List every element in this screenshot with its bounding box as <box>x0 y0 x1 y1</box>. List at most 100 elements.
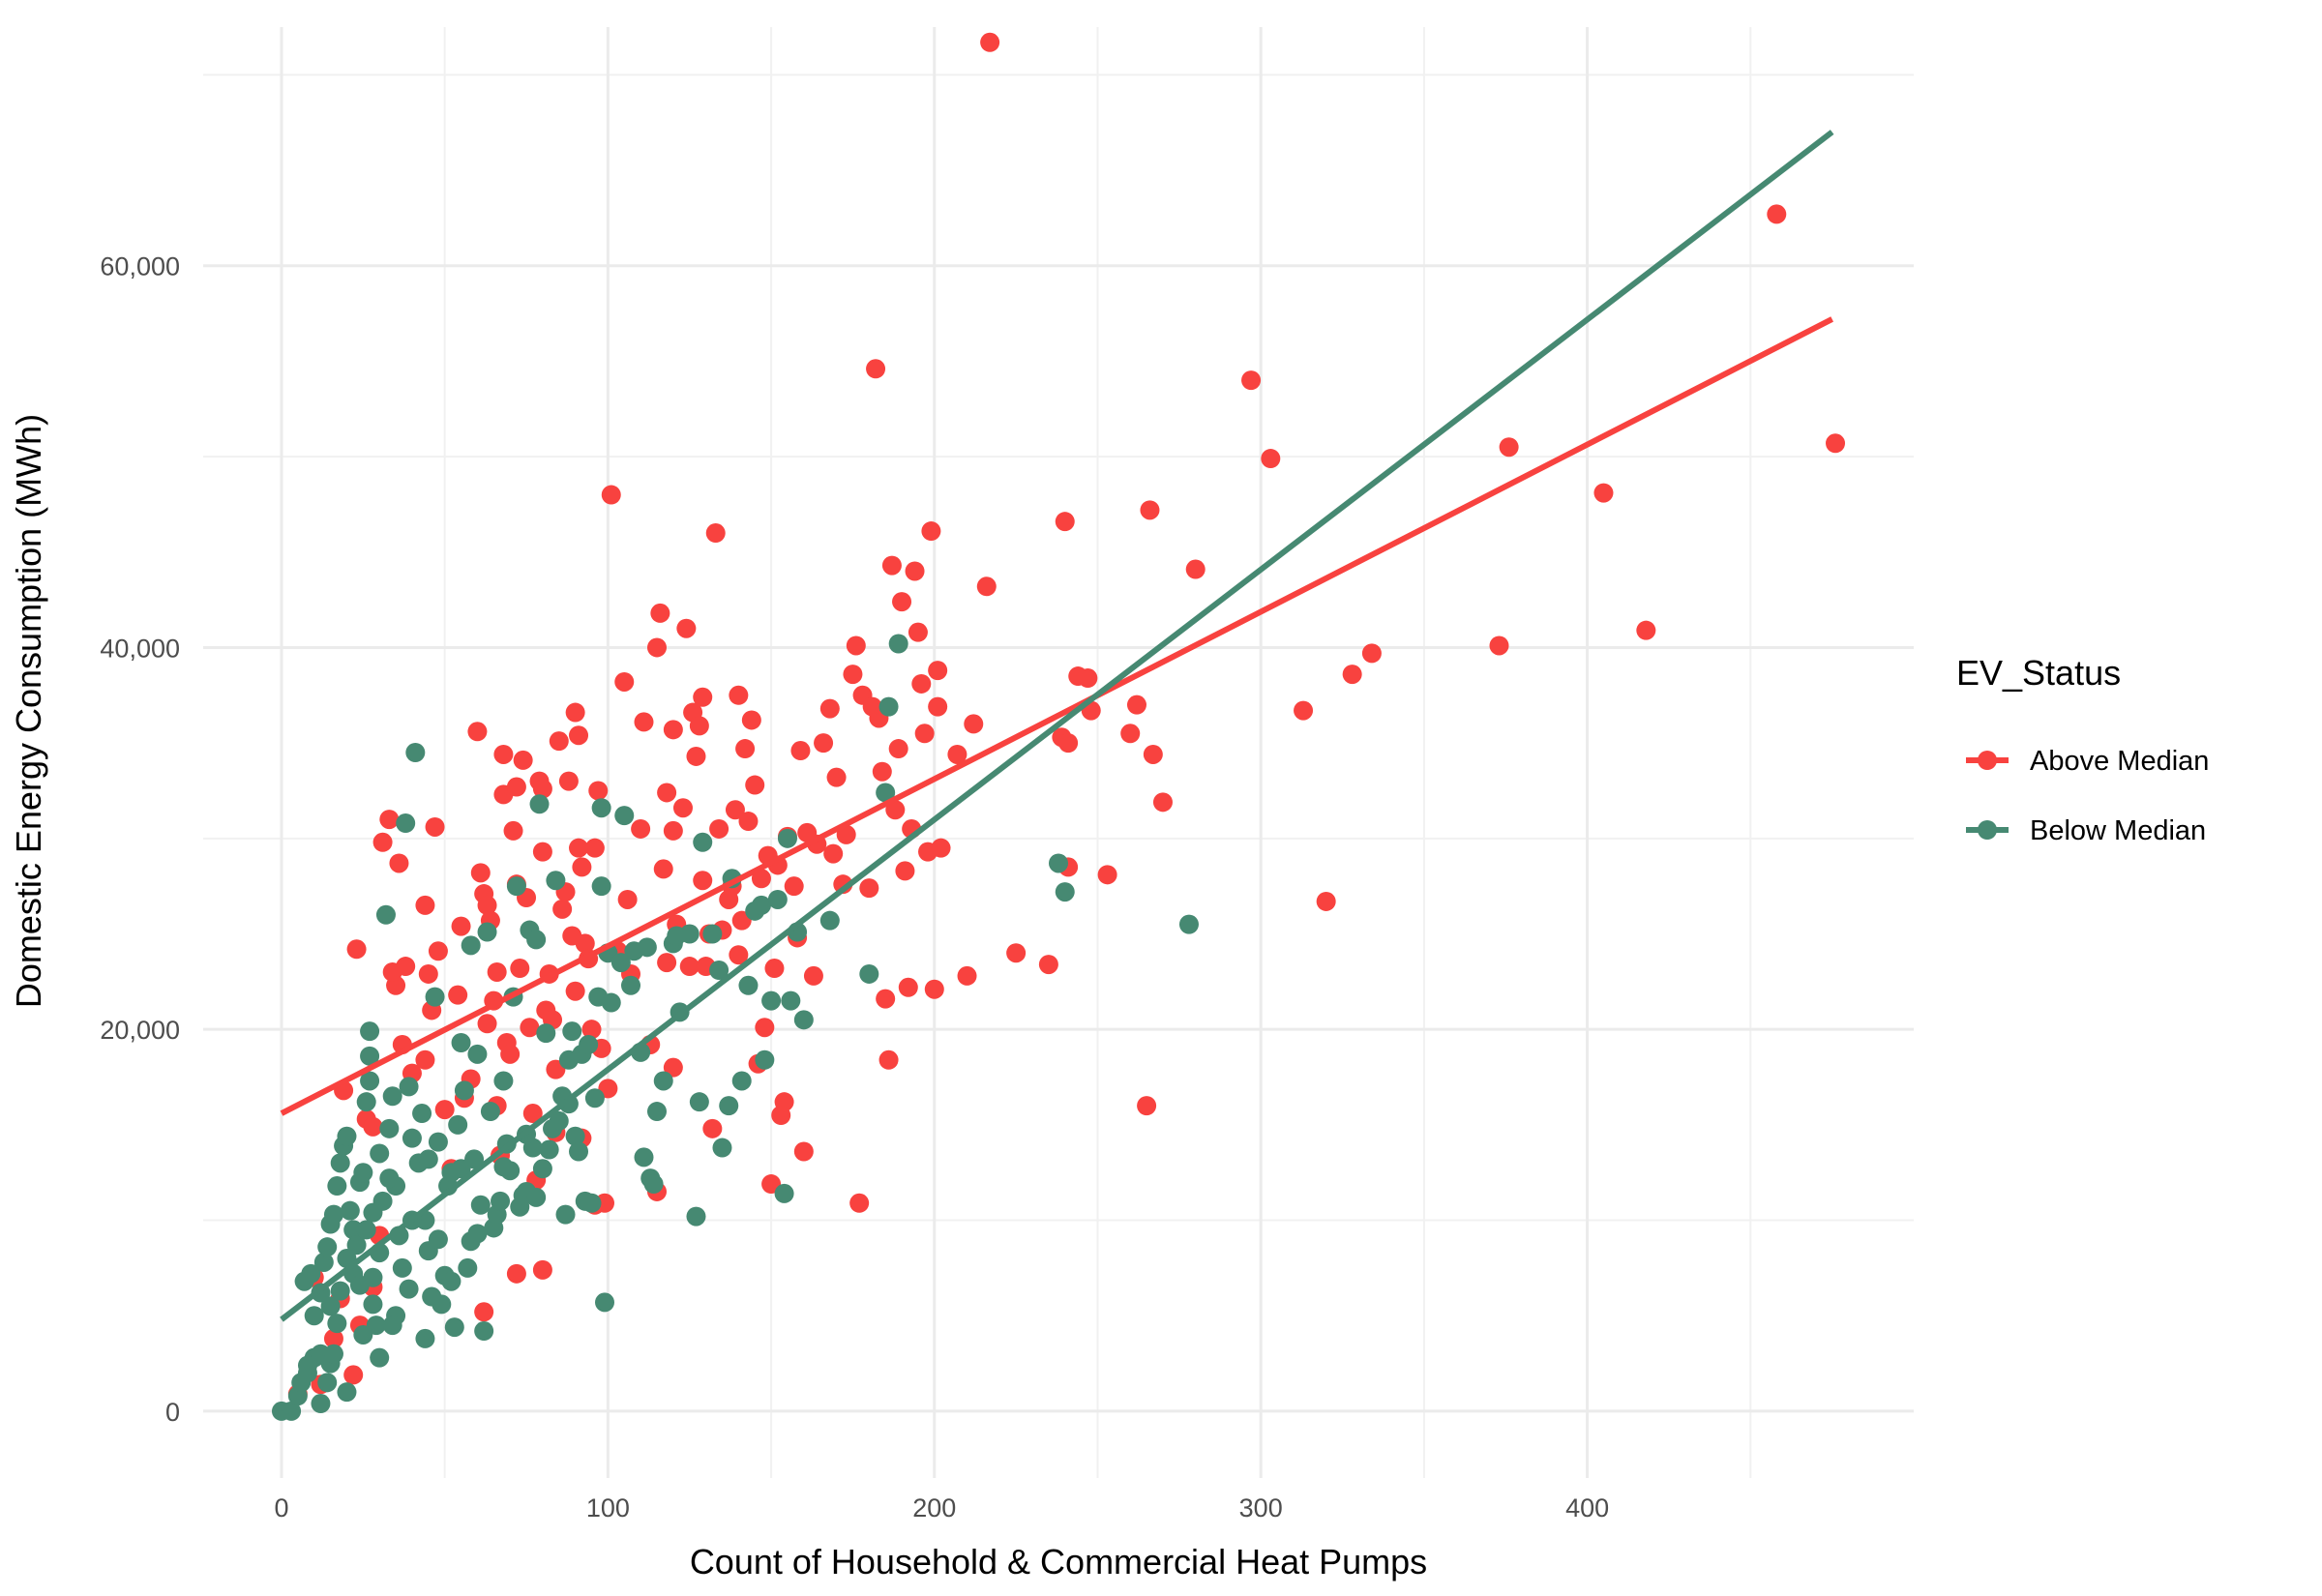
above-median-point <box>379 810 400 830</box>
above-median-point <box>693 687 713 707</box>
above-median-point <box>503 820 523 841</box>
below-median-point <box>493 1157 514 1177</box>
above-median-point <box>876 989 896 1009</box>
below-median-point <box>532 1159 552 1179</box>
above-median-point <box>741 710 761 730</box>
above-median-point <box>493 744 514 764</box>
above-median-point <box>931 838 951 858</box>
above-median-point <box>1006 943 1027 963</box>
above-median-point <box>976 576 997 597</box>
below-median-point <box>610 953 631 973</box>
above-median-point <box>653 859 673 879</box>
above-median-point <box>784 876 804 897</box>
above-median-point <box>1120 724 1141 744</box>
above-median-point <box>663 820 683 841</box>
above-median-point <box>418 963 438 984</box>
above-median-point <box>980 32 1000 52</box>
below-median-point <box>418 1149 438 1169</box>
above-median-point <box>905 561 925 581</box>
below-median-point <box>451 1033 471 1052</box>
above-median-point <box>389 853 409 873</box>
above-median-point <box>819 698 840 719</box>
below-median-point <box>637 937 657 958</box>
above-median-point <box>565 981 585 1001</box>
legend-title: EV_Status <box>1956 653 2121 693</box>
above-median-point <box>705 523 726 544</box>
above-median-point <box>474 1302 494 1322</box>
below-median-point <box>313 1252 334 1272</box>
above-median-point <box>1078 668 1098 689</box>
above-median-point <box>878 1049 899 1070</box>
above-median-point <box>565 702 585 723</box>
above-median-point <box>569 725 589 746</box>
above-median-point <box>885 800 906 820</box>
x-tick-labels: 0 100 200 300 400 <box>274 1493 1609 1522</box>
above-median-point <box>898 977 918 997</box>
above-median-point <box>614 671 635 692</box>
below-median-point <box>349 1275 370 1295</box>
below-median-point <box>731 1071 752 1091</box>
above-median-point <box>693 871 713 891</box>
above-median-point <box>745 775 765 795</box>
x-axis-title: Count of Household & Commercial Heat Pum… <box>690 1542 1427 1581</box>
above-median-point <box>1361 643 1382 664</box>
below-median-point <box>301 1263 321 1284</box>
x-tick-label: 100 <box>586 1493 630 1522</box>
above-median-point <box>549 731 569 752</box>
below-median-point <box>402 1128 422 1148</box>
below-median-point <box>317 1373 338 1393</box>
above-median-point <box>372 832 393 852</box>
below-median-point <box>323 1344 343 1364</box>
below-median-point <box>477 922 497 942</box>
above-median-point <box>657 783 677 803</box>
below-median-point <box>526 930 547 950</box>
below-median-point <box>491 1191 511 1211</box>
below-median-point <box>454 1080 474 1101</box>
above-median-point <box>911 673 932 694</box>
below-median-point <box>546 871 566 891</box>
below-median-point <box>353 1163 373 1183</box>
below-median-point <box>767 889 788 909</box>
above-median-point <box>755 1018 775 1038</box>
above-median-trend-line <box>280 316 1834 1116</box>
above-median-point <box>569 838 589 858</box>
above-median-point <box>1152 792 1173 813</box>
below-median-point <box>601 992 621 1013</box>
legend: EV_Status Above Median Below Median <box>1956 653 2209 846</box>
trend-lines <box>280 130 1834 1322</box>
y-axis-title: Domestic Energy Consumption (MWh) <box>9 414 48 1008</box>
above-median-point <box>467 722 488 742</box>
above-median-point <box>866 359 886 379</box>
above-median-point <box>343 1365 364 1385</box>
above-median-point <box>581 1020 602 1040</box>
above-median-point <box>477 895 497 915</box>
above-median-point <box>532 1259 552 1280</box>
below-median-point <box>712 1138 732 1158</box>
below-median-point <box>506 876 526 897</box>
above-median-point <box>510 959 530 979</box>
below-median-point <box>888 634 908 654</box>
below-median-point <box>327 1314 347 1334</box>
below-median-point <box>493 1071 514 1091</box>
below-median-point <box>569 1141 589 1162</box>
above-median-point <box>729 685 749 705</box>
above-median-point <box>914 724 935 744</box>
above-median-point <box>396 957 416 977</box>
above-median-point <box>1593 483 1614 503</box>
above-median-point <box>663 1057 683 1078</box>
above-median-point <box>1185 559 1206 579</box>
above-median-point <box>532 779 552 799</box>
above-median-point <box>631 818 651 839</box>
above-median-point <box>881 555 902 576</box>
above-median-point <box>572 857 592 877</box>
below-median-point <box>330 1153 350 1173</box>
below-median-point <box>584 1088 605 1108</box>
below-median-point <box>360 1021 380 1042</box>
below-median-point <box>579 1034 599 1054</box>
below-median-point <box>448 1114 468 1135</box>
below-median-point <box>876 783 896 803</box>
above-median-point <box>470 863 491 883</box>
above-median-point <box>601 485 621 505</box>
above-median-point <box>686 746 706 766</box>
below-median-point <box>643 1174 664 1195</box>
